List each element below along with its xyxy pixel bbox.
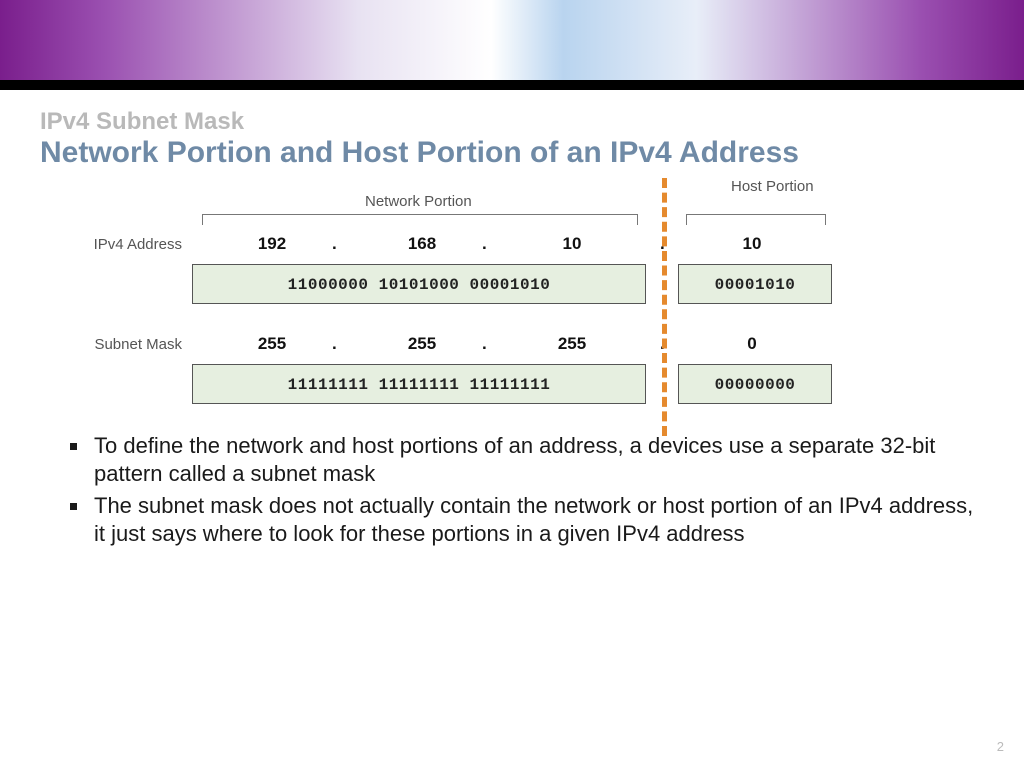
top-gradient xyxy=(0,0,1024,80)
slide-pretitle: IPv4 Subnet Mask xyxy=(40,108,984,136)
ipv4-binary-network: 11000000 10101000 00001010 xyxy=(192,264,646,304)
subnet-octet-2: 255 xyxy=(382,334,462,354)
top-bar xyxy=(0,0,1024,90)
ipv4-octet-4: 10 xyxy=(712,234,792,254)
ipv4-octet-3: 10 xyxy=(532,234,612,254)
bracket-row: Network Portion Host Portion xyxy=(192,200,832,230)
ipv4-row-label: IPv4 Address xyxy=(72,236,182,253)
network-bracket-label: Network Portion xyxy=(359,193,478,210)
subnet-binary-host: 00000000 xyxy=(678,364,832,404)
ipv4-binary-row: 11000000 10101000 00001010 00001010 xyxy=(192,264,832,306)
ipv4-binary-host: 00001010 xyxy=(678,264,832,304)
dot-separator: . xyxy=(482,334,487,354)
subnet-octet-3: 255 xyxy=(532,334,612,354)
subnet-decimal-row: Subnet Mask 255 . 255 . 255 . 0 xyxy=(192,334,832,364)
top-black-bar xyxy=(0,80,1024,90)
page-number: 2 xyxy=(997,739,1004,754)
host-bracket xyxy=(686,214,826,225)
bullet-item: The subnet mask does not actually contai… xyxy=(90,492,984,548)
subnet-octet-1: 255 xyxy=(232,334,312,354)
dot-separator: . xyxy=(482,234,487,254)
host-bracket-label: Host Portion xyxy=(725,178,820,195)
content-area: IPv4 Subnet Mask Network Portion and Hos… xyxy=(0,90,1024,549)
dot-separator: . xyxy=(332,234,337,254)
subnet-binary-network: 11111111 11111111 11111111 xyxy=(192,364,646,404)
dot-separator: . xyxy=(332,334,337,354)
ipv4-octet-2: 168 xyxy=(382,234,462,254)
subnet-row-label: Subnet Mask xyxy=(72,336,182,353)
ipv4-octet-1: 192 xyxy=(232,234,312,254)
portion-divider-line xyxy=(662,178,667,436)
ipv4-decimal-row: IPv4 Address 192 . 168 . 10 . 10 xyxy=(192,234,832,264)
network-bracket xyxy=(202,214,638,225)
ipv4-diagram: Network Portion Host Portion IPv4 Addres… xyxy=(192,200,832,406)
subnet-octet-4: 0 xyxy=(712,334,792,354)
bullet-list: To define the network and host portions … xyxy=(40,432,984,549)
slide-title: Network Portion and Host Portion of an I… xyxy=(40,136,984,170)
bullet-item: To define the network and host portions … xyxy=(90,432,984,488)
subnet-binary-row: 11111111 11111111 11111111 00000000 xyxy=(192,364,832,406)
